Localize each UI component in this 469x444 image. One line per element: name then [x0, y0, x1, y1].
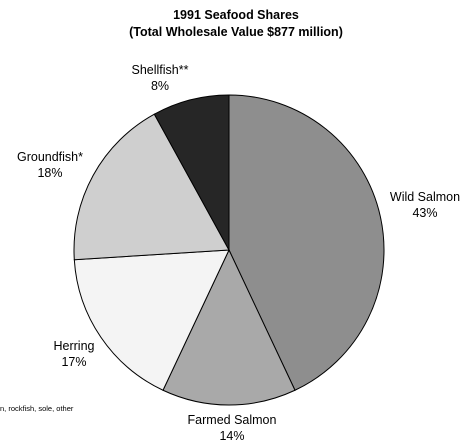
pie-slice-shellfish — [153, 94, 230, 251]
pie-slice-wildsalmon — [228, 94, 385, 391]
pie-labels: Wild Salmon 43% Farmed Salmon 14% Herring 17%… — [17, 63, 460, 443]
slice-label-percent: 43% — [412, 206, 437, 220]
slice-label-percent: 8% — [151, 79, 169, 93]
pie-slice-farmedsalmon — [162, 248, 296, 406]
pie-slice-herring — [73, 249, 230, 391]
slice-label-name: Herring — [54, 339, 95, 353]
chart-subtitle: (Total Wholesale Value $877 million) — [129, 25, 343, 39]
footnote: n, rockfish, sole, other — [0, 404, 74, 413]
slice-label-name: Groundfish* — [17, 150, 83, 164]
slice-label-name: Farmed Salmon — [188, 413, 277, 427]
slice-label-name: Wild Salmon — [390, 190, 460, 204]
slice-label-percent: 14% — [219, 429, 244, 443]
pie-slices — [73, 94, 385, 406]
slice-label-name: Shellfish** — [132, 63, 189, 77]
chart-title: 1991 Seafood Shares — [173, 8, 299, 22]
slice-label-percent: 17% — [61, 355, 86, 369]
pie-slice-groundfish — [73, 113, 230, 261]
slice-label-percent: 18% — [37, 166, 62, 180]
